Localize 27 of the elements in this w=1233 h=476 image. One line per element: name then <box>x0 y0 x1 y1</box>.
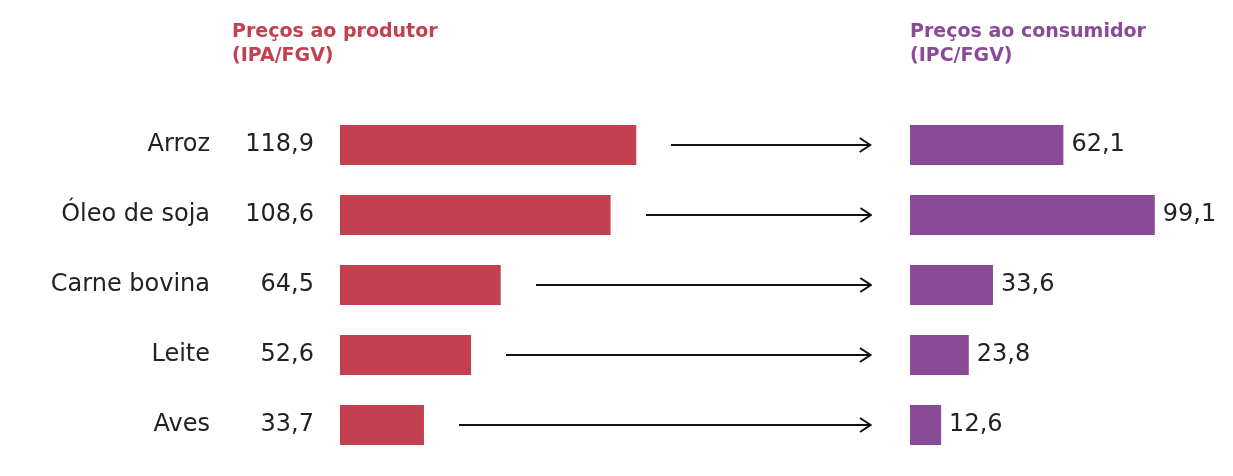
bar <box>340 125 637 165</box>
bar <box>910 335 969 375</box>
chart-title: Preços ao produtor (IPA/FGV) <box>232 18 438 66</box>
data-label: 108,6 <box>245 199 314 228</box>
data-label: 12,6 <box>949 409 1003 438</box>
y-tick-label: Leite <box>151 339 210 368</box>
bar <box>910 265 993 305</box>
data-label: 52,6 <box>260 339 314 368</box>
y-tick-label: Óleo de soja <box>61 197 210 228</box>
bar <box>910 195 1155 235</box>
bar <box>340 405 424 445</box>
y-tick-label: Carne bovina <box>50 269 210 298</box>
y-tick-label: Aves <box>153 409 210 438</box>
bar <box>910 405 942 445</box>
data-label: 33,6 <box>1000 269 1055 298</box>
data-label: 99,1 <box>1162 199 1217 228</box>
y-tick-label: Arroz <box>147 129 210 158</box>
data-label: 62,1 <box>1071 129 1125 158</box>
data-label: 23,8 <box>976 339 1031 368</box>
bar <box>340 195 611 235</box>
data-label: 64,5 <box>260 269 314 298</box>
chart-title: Preços ao consumidor (IPC/FGV) <box>910 18 1146 66</box>
bar <box>340 335 472 375</box>
data-label: 33,7 <box>260 409 314 438</box>
bar <box>340 265 501 305</box>
data-label: 118,9 <box>245 129 314 158</box>
bar <box>910 125 1064 165</box>
